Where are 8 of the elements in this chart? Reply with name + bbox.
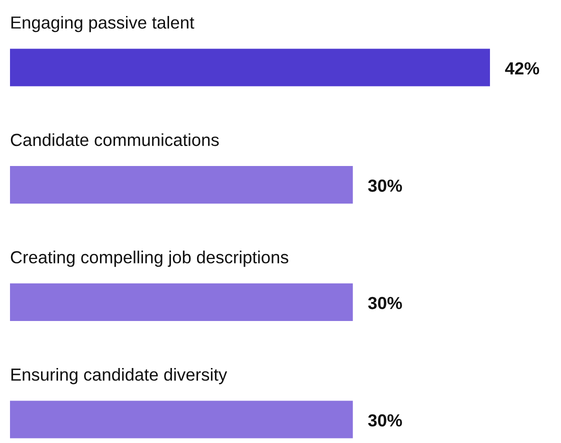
y-tick-label: Creating compelling job descriptions	[10, 250, 288, 267]
data-label: 42%	[505, 62, 540, 74]
y-tick-label: Candidate communications	[10, 133, 219, 146]
data-label: 30%	[368, 180, 402, 192]
data-label: 30%	[368, 296, 402, 310]
y-tick-label: Engaging passive talent	[11, 16, 194, 32]
data-label: 30%	[368, 414, 402, 427]
y-tick-label: Ensuring candidate diversity	[11, 368, 228, 384]
